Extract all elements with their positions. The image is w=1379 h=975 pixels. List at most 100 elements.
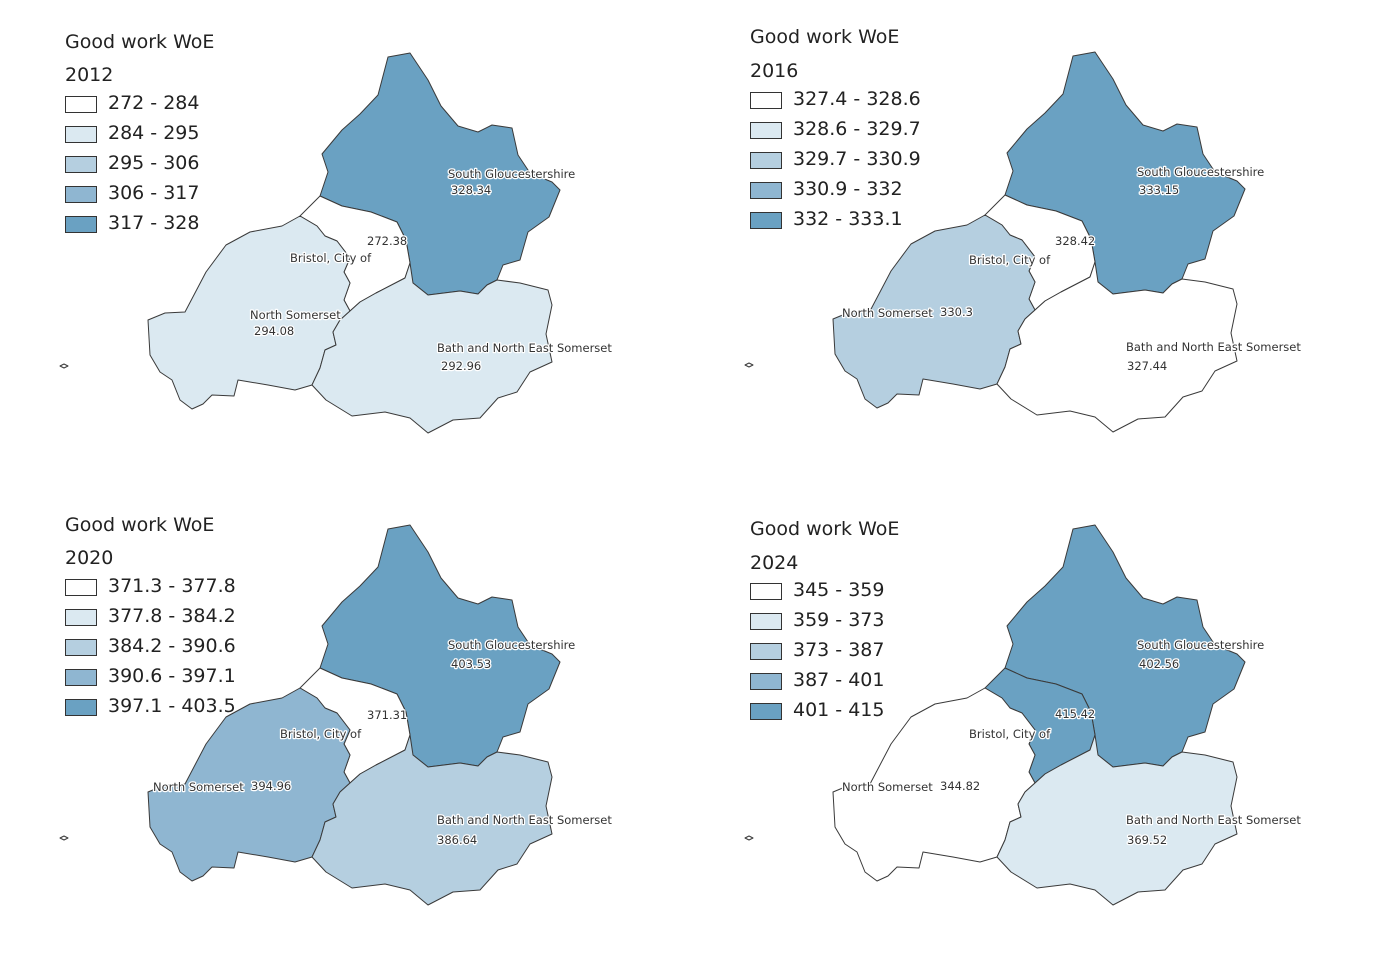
region-value-banes: 386.64 — [437, 833, 477, 847]
legend-label: 317 - 328 — [108, 212, 200, 234]
region-north-somerset — [832, 687, 1036, 882]
region-value-ns: 344.82 — [940, 779, 980, 793]
legend-swatch — [750, 583, 782, 600]
legend-swatch — [750, 92, 782, 109]
island — [59, 835, 69, 841]
legend-label: 295 - 306 — [108, 152, 200, 174]
region-north-somerset — [147, 215, 351, 410]
legend-label: 272 - 284 — [108, 92, 200, 114]
region-label-banes: Bath and North East Somerset — [437, 813, 612, 827]
map-panel-2020: Good work WoE 2020 371.3 - 377.8 377.8 -… — [0, 487, 680, 967]
legend-label: 330.9 - 332 — [793, 178, 903, 200]
choropleth-map: South Gloucestershire 333.15 328.42 Bris… — [744, 51, 1303, 433]
legend-swatch — [750, 613, 782, 630]
legend-label: 373 - 387 — [793, 639, 885, 661]
choropleth-map: South Gloucestershire 328.34 272.38 Bris… — [59, 52, 614, 434]
region-banes — [311, 734, 553, 906]
region-value-ns: 294.08 — [254, 324, 294, 338]
region-label-sg: South Gloucestershire — [1137, 165, 1264, 179]
legend-label: 284 - 295 — [108, 122, 200, 144]
legend-swatch — [65, 699, 97, 716]
region-label-ns: North Somerset — [842, 780, 933, 794]
legend-title: Good work WoE — [65, 514, 215, 536]
legend-year: 2024 — [750, 552, 799, 574]
region-value-sg: 402.56 — [1139, 657, 1179, 671]
legend-swatch — [65, 609, 97, 626]
legend-label: 327.4 - 328.6 — [793, 88, 921, 110]
island — [744, 362, 754, 368]
region-value-banes: 292.96 — [441, 359, 481, 373]
legend-swatch — [65, 126, 97, 143]
region-label-bristol: Bristol, City of — [280, 727, 362, 741]
legend-swatch — [750, 212, 782, 229]
region-value-banes: 327.44 — [1127, 359, 1167, 373]
legend-swatch — [750, 122, 782, 139]
region-label-banes: Bath and North East Somerset — [1126, 340, 1301, 354]
legend-year: 2012 — [65, 64, 114, 86]
region-label-sg: South Gloucestershire — [1137, 638, 1264, 652]
legend-title: Good work WoE — [65, 31, 215, 53]
legend-swatch — [65, 639, 97, 656]
legend-label: 345 - 359 — [793, 579, 885, 601]
legend-swatch — [65, 96, 97, 113]
region-value-sg: 403.53 — [451, 657, 491, 671]
legend-swatch — [65, 669, 97, 686]
legend-label: 329.7 - 330.9 — [793, 148, 921, 170]
region-north-somerset — [147, 687, 351, 882]
legend-swatch — [65, 186, 97, 203]
region-banes — [996, 261, 1238, 433]
legend-label: 387 - 401 — [793, 669, 885, 691]
legend-label: 401 - 415 — [793, 699, 885, 721]
legend-label: 359 - 373 — [793, 609, 885, 631]
legend-swatch — [750, 703, 782, 720]
region-label-banes: Bath and North East Somerset — [1126, 813, 1301, 827]
legend-label: 377.8 - 384.2 — [108, 605, 236, 627]
region-label-sg: South Gloucestershire — [448, 638, 575, 652]
legend-label: 306 - 317 — [108, 182, 200, 204]
region-value-sg: 328.34 — [451, 183, 491, 197]
region-label-ns: North Somerset — [250, 308, 341, 322]
region-value-bristol: 371.31 — [367, 708, 407, 722]
legend-swatch — [750, 152, 782, 169]
legend-swatch — [65, 156, 97, 173]
legend-swatch — [65, 216, 97, 233]
map-panel-2016: Good work WoE 2016 327.4 - 328.6 328.6 -… — [685, 0, 1365, 480]
region-label-banes: Bath and North East Somerset — [437, 341, 612, 355]
legend-title: Good work WoE — [750, 518, 900, 540]
region-value-ns: 330.3 — [940, 305, 973, 319]
map-panel-2024: Good work WoE 2024 345 - 359 359 - 373 3… — [685, 487, 1365, 967]
legend-swatch — [750, 673, 782, 690]
region-value-bristol: 328.42 — [1055, 234, 1095, 248]
region-label-bristol: Bristol, City of — [290, 251, 372, 265]
legend-year: 2016 — [750, 60, 799, 82]
choropleth-map: South Gloucestershire 403.53 371.31 Bris… — [59, 524, 614, 906]
legend-swatch — [65, 579, 97, 596]
region-value-bristol: 415.42 — [1055, 707, 1095, 721]
region-value-banes: 369.52 — [1127, 833, 1167, 847]
region-value-bristol: 272.38 — [367, 234, 407, 248]
region-value-ns: 394.96 — [251, 779, 291, 793]
legend-label: 397.1 - 403.5 — [108, 695, 236, 717]
legend-label: 371.3 - 377.8 — [108, 575, 236, 597]
legend-label: 384.2 - 390.6 — [108, 635, 236, 657]
region-label-bristol: Bristol, City of — [969, 727, 1051, 741]
island — [744, 835, 754, 841]
region-label-sg: South Gloucestershire — [448, 167, 575, 181]
legend-label: 332 - 333.1 — [793, 208, 903, 230]
region-banes — [996, 734, 1238, 906]
legend-year: 2020 — [65, 547, 114, 569]
region-label-ns: North Somerset — [842, 306, 933, 320]
region-label-bristol: Bristol, City of — [969, 253, 1051, 267]
map-panel-2012: Good work WoE 2012 272 - 284 284 - 295 2… — [0, 0, 680, 480]
legend-label: 328.6 - 329.7 — [793, 118, 921, 140]
legend-title: Good work WoE — [750, 26, 900, 48]
region-label-ns: North Somerset — [153, 780, 244, 794]
legend-label: 390.6 - 397.1 — [108, 665, 236, 687]
legend-swatch — [750, 182, 782, 199]
island — [59, 363, 69, 369]
region-north-somerset — [832, 214, 1036, 409]
legend-swatch — [750, 643, 782, 660]
region-banes — [311, 262, 553, 434]
choropleth-map: South Gloucestershire 402.56 415.42 Bris… — [744, 524, 1303, 906]
region-value-sg: 333.15 — [1139, 183, 1179, 197]
